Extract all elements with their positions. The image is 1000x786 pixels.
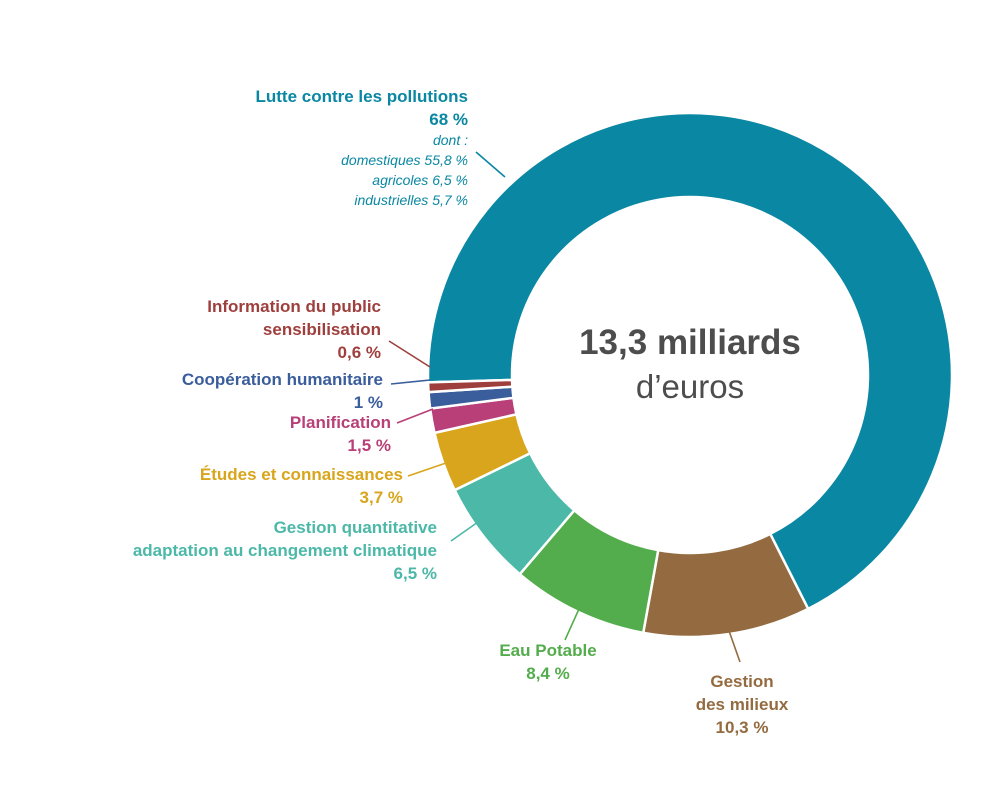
slice-value-3: 6,5 % <box>394 564 437 583</box>
slice-label-2: Eau Potable <box>499 641 596 660</box>
slice-label-7: Information du public <box>207 297 381 316</box>
leader-line-4 <box>407 462 447 477</box>
slice-label-3: Gestion quantitative <box>274 518 437 537</box>
leader-line-7 <box>388 340 431 368</box>
slice-value-5: 1,5 % <box>348 436 391 455</box>
leader-line-6 <box>390 379 431 385</box>
leader-line-5 <box>396 408 434 424</box>
slices-group <box>426 111 954 639</box>
slice-0 <box>426 111 954 611</box>
slice-value-6: 1 % <box>354 393 383 412</box>
slice-detail-0-2: industrielles 5,7 % <box>354 192 468 208</box>
slice-7 <box>426 378 514 394</box>
leader-lines-group <box>388 151 741 663</box>
leader-line-3 <box>450 521 479 542</box>
slice-label-3: adaptation au changement climatique <box>133 541 437 560</box>
slice-label-6: Coopération humanitaire <box>182 370 383 389</box>
slice-label-5: Planification <box>290 413 391 432</box>
slice-value-2: 8,4 % <box>526 664 569 683</box>
slice-value-1: 10,3 % <box>716 718 769 737</box>
slice-detail-0-0: domestiques 55,8 % <box>341 152 468 168</box>
leader-line-1 <box>727 627 741 663</box>
slice-details-title-0: dont : <box>433 132 468 148</box>
total-amount: 13,3 milliards <box>579 323 801 362</box>
slice-label-7: sensibilisation <box>263 320 381 339</box>
slice-label-4: Études et connaissances <box>200 465 403 484</box>
labels-group: Lutte contre les pollutions 68 % dont : dom… <box>133 87 789 737</box>
slice-label-1: Gestion <box>710 672 773 691</box>
total-unit: d’euros <box>636 368 744 405</box>
leader-line-2 <box>564 599 584 641</box>
slice-detail-0-1: agricoles 6,5 % <box>372 172 468 188</box>
slice-label-0: Lutte contre les pollutions <box>255 87 468 106</box>
slice-value-7: 0,6 % <box>338 343 381 362</box>
slice-label-1: des milieux <box>696 695 789 714</box>
slice-value-4: 3,7 % <box>360 488 403 507</box>
leader-line-0 <box>475 151 506 178</box>
slice-value-0: 68 % <box>429 110 468 129</box>
